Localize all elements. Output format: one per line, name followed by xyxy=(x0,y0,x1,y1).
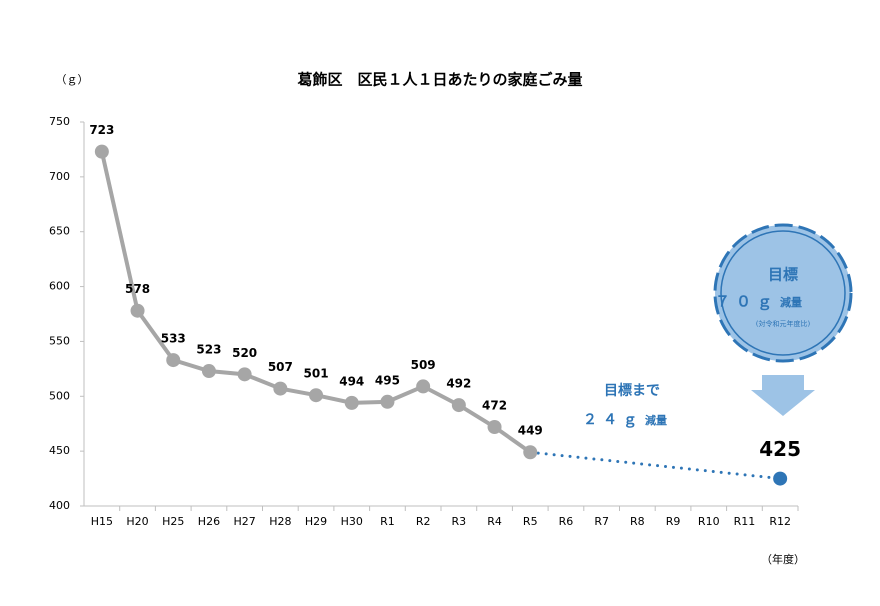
goal-circle-inner xyxy=(720,230,846,356)
goal-title: 目標 xyxy=(768,266,798,284)
data-label: 523 xyxy=(196,343,221,357)
data-label: 495 xyxy=(375,373,400,387)
x-tick-label: H26 xyxy=(198,515,220,528)
arrow xyxy=(751,375,815,416)
point xyxy=(487,420,502,435)
goal-circle xyxy=(713,223,853,363)
point xyxy=(166,353,181,368)
point xyxy=(273,381,288,396)
y-unit: （ｇ） xyxy=(56,73,89,86)
x-tick-label: H27 xyxy=(234,515,256,528)
x-tick-label: R3 xyxy=(452,515,467,528)
goal-word: 減量 xyxy=(780,295,802,309)
x-tick-label: R7 xyxy=(594,515,609,528)
goal-note: (対令和元年度比) xyxy=(756,319,811,328)
point xyxy=(237,367,252,382)
x-tick-label: R1 xyxy=(380,515,395,528)
y-tick-label: 400 xyxy=(49,499,70,512)
data-label: 723 xyxy=(89,123,114,137)
target-path xyxy=(528,450,782,481)
x-tick-label: R11 xyxy=(734,515,756,528)
x-tick-label: R8 xyxy=(630,515,645,528)
data-label: 494 xyxy=(339,374,364,388)
x-tick-label: R9 xyxy=(666,515,681,528)
point xyxy=(344,395,359,410)
x-tick-label: H30 xyxy=(341,515,363,528)
goal-badge: 目標 ７０ｇ 減量 (対令和元年度比) xyxy=(713,223,853,416)
point xyxy=(130,303,145,318)
y-tick-label: 450 xyxy=(49,444,70,457)
x-tick-label: H29 xyxy=(305,515,327,528)
data-label: 449 xyxy=(518,424,543,438)
data-label: 425 xyxy=(759,437,801,461)
series-line xyxy=(99,151,532,454)
point xyxy=(380,394,395,409)
x-tick-label: R6 xyxy=(559,515,574,528)
data-label: 472 xyxy=(482,399,507,413)
y-tick-label: 600 xyxy=(49,280,70,293)
point xyxy=(523,445,538,460)
data-label: 578 xyxy=(125,282,150,296)
x-tick-label: R2 xyxy=(416,515,431,528)
y-tick-label: 550 xyxy=(49,334,70,347)
x-tick-label: R10 xyxy=(698,515,720,528)
x-tick-label: H15 xyxy=(91,515,113,528)
goal-amount: ７０ｇ xyxy=(715,293,778,312)
x-tick-label: H25 xyxy=(162,515,184,528)
data-label: 520 xyxy=(232,346,257,360)
remaining-word: 減量 xyxy=(645,413,667,427)
point xyxy=(773,471,788,486)
point xyxy=(416,379,431,394)
point xyxy=(309,388,324,403)
data-label: 501 xyxy=(304,367,329,381)
remaining-label: 目標まで xyxy=(604,382,660,399)
data-label: 492 xyxy=(446,377,471,391)
remaining-amount: ２４ｇ xyxy=(583,412,643,429)
chart-title: 葛飾区 区民１人１日あたりの家庭ごみ量 xyxy=(296,71,582,89)
y-tick-label: 500 xyxy=(49,389,70,402)
data-label: 533 xyxy=(161,332,186,346)
x-tick-label: H28 xyxy=(269,515,291,528)
x-tick-label: R4 xyxy=(487,515,502,528)
y-tick-label: 650 xyxy=(49,225,70,238)
x-tick-label: R12 xyxy=(769,515,791,528)
x-tick-label: H20 xyxy=(126,515,148,528)
data-label: 509 xyxy=(411,358,436,372)
x-unit: （年度） xyxy=(761,552,805,566)
x-tick-label: R5 xyxy=(523,515,538,528)
y-tick-label: 700 xyxy=(49,170,70,183)
data-label: 507 xyxy=(268,360,293,374)
y-tick-label: 750 xyxy=(49,115,70,128)
point xyxy=(94,144,109,159)
point xyxy=(451,398,466,413)
point xyxy=(201,364,216,379)
